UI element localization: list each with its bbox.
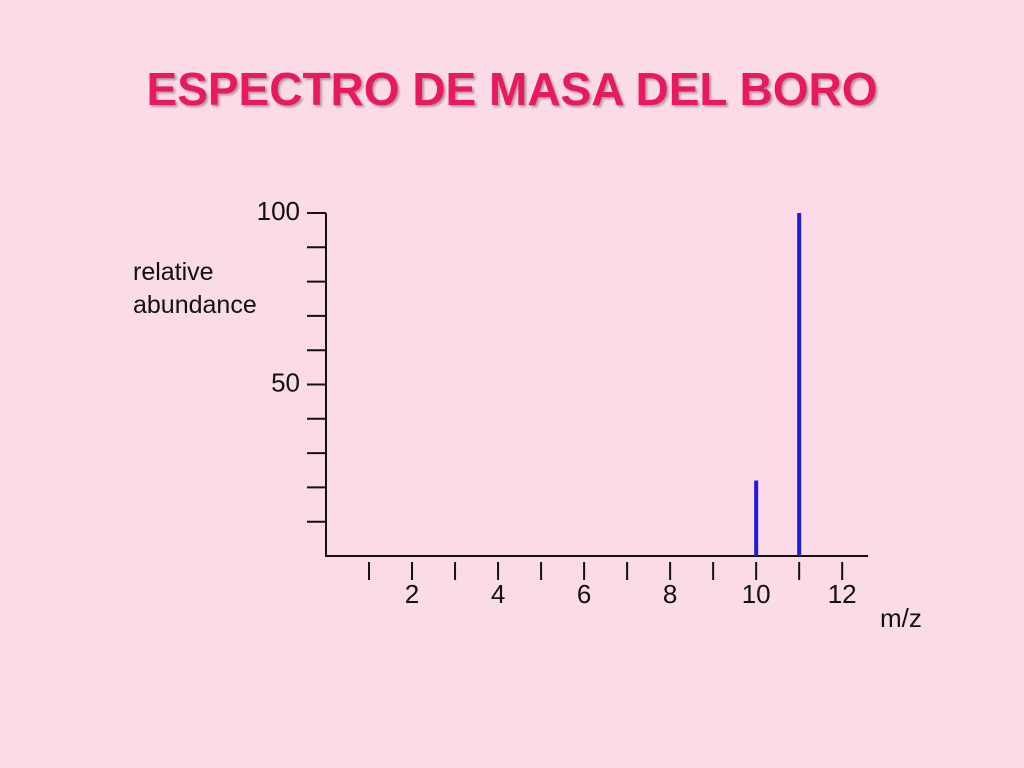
y-axis-label: relative abundance [133,258,257,319]
x-tick-label: 12 [828,579,857,609]
y-tick-label: 50 [271,367,300,397]
x-axis-label: m/z [880,603,922,633]
chart-title: ESPECTRO DE MASA DEL BORO [146,63,878,115]
x-tick-label: 10 [742,579,771,609]
y-tick-label: 100 [257,196,300,226]
x-tick-label: 8 [663,579,677,609]
x-tick-label: 6 [577,579,591,609]
x-tick-label: 4 [491,579,505,609]
x-tick-label: 2 [405,579,419,609]
